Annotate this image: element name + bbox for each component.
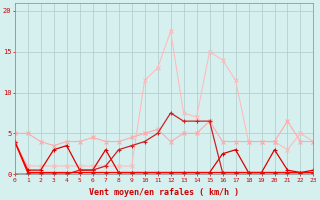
X-axis label: Vent moyen/en rafales ( km/h ): Vent moyen/en rafales ( km/h ) xyxy=(89,188,239,197)
